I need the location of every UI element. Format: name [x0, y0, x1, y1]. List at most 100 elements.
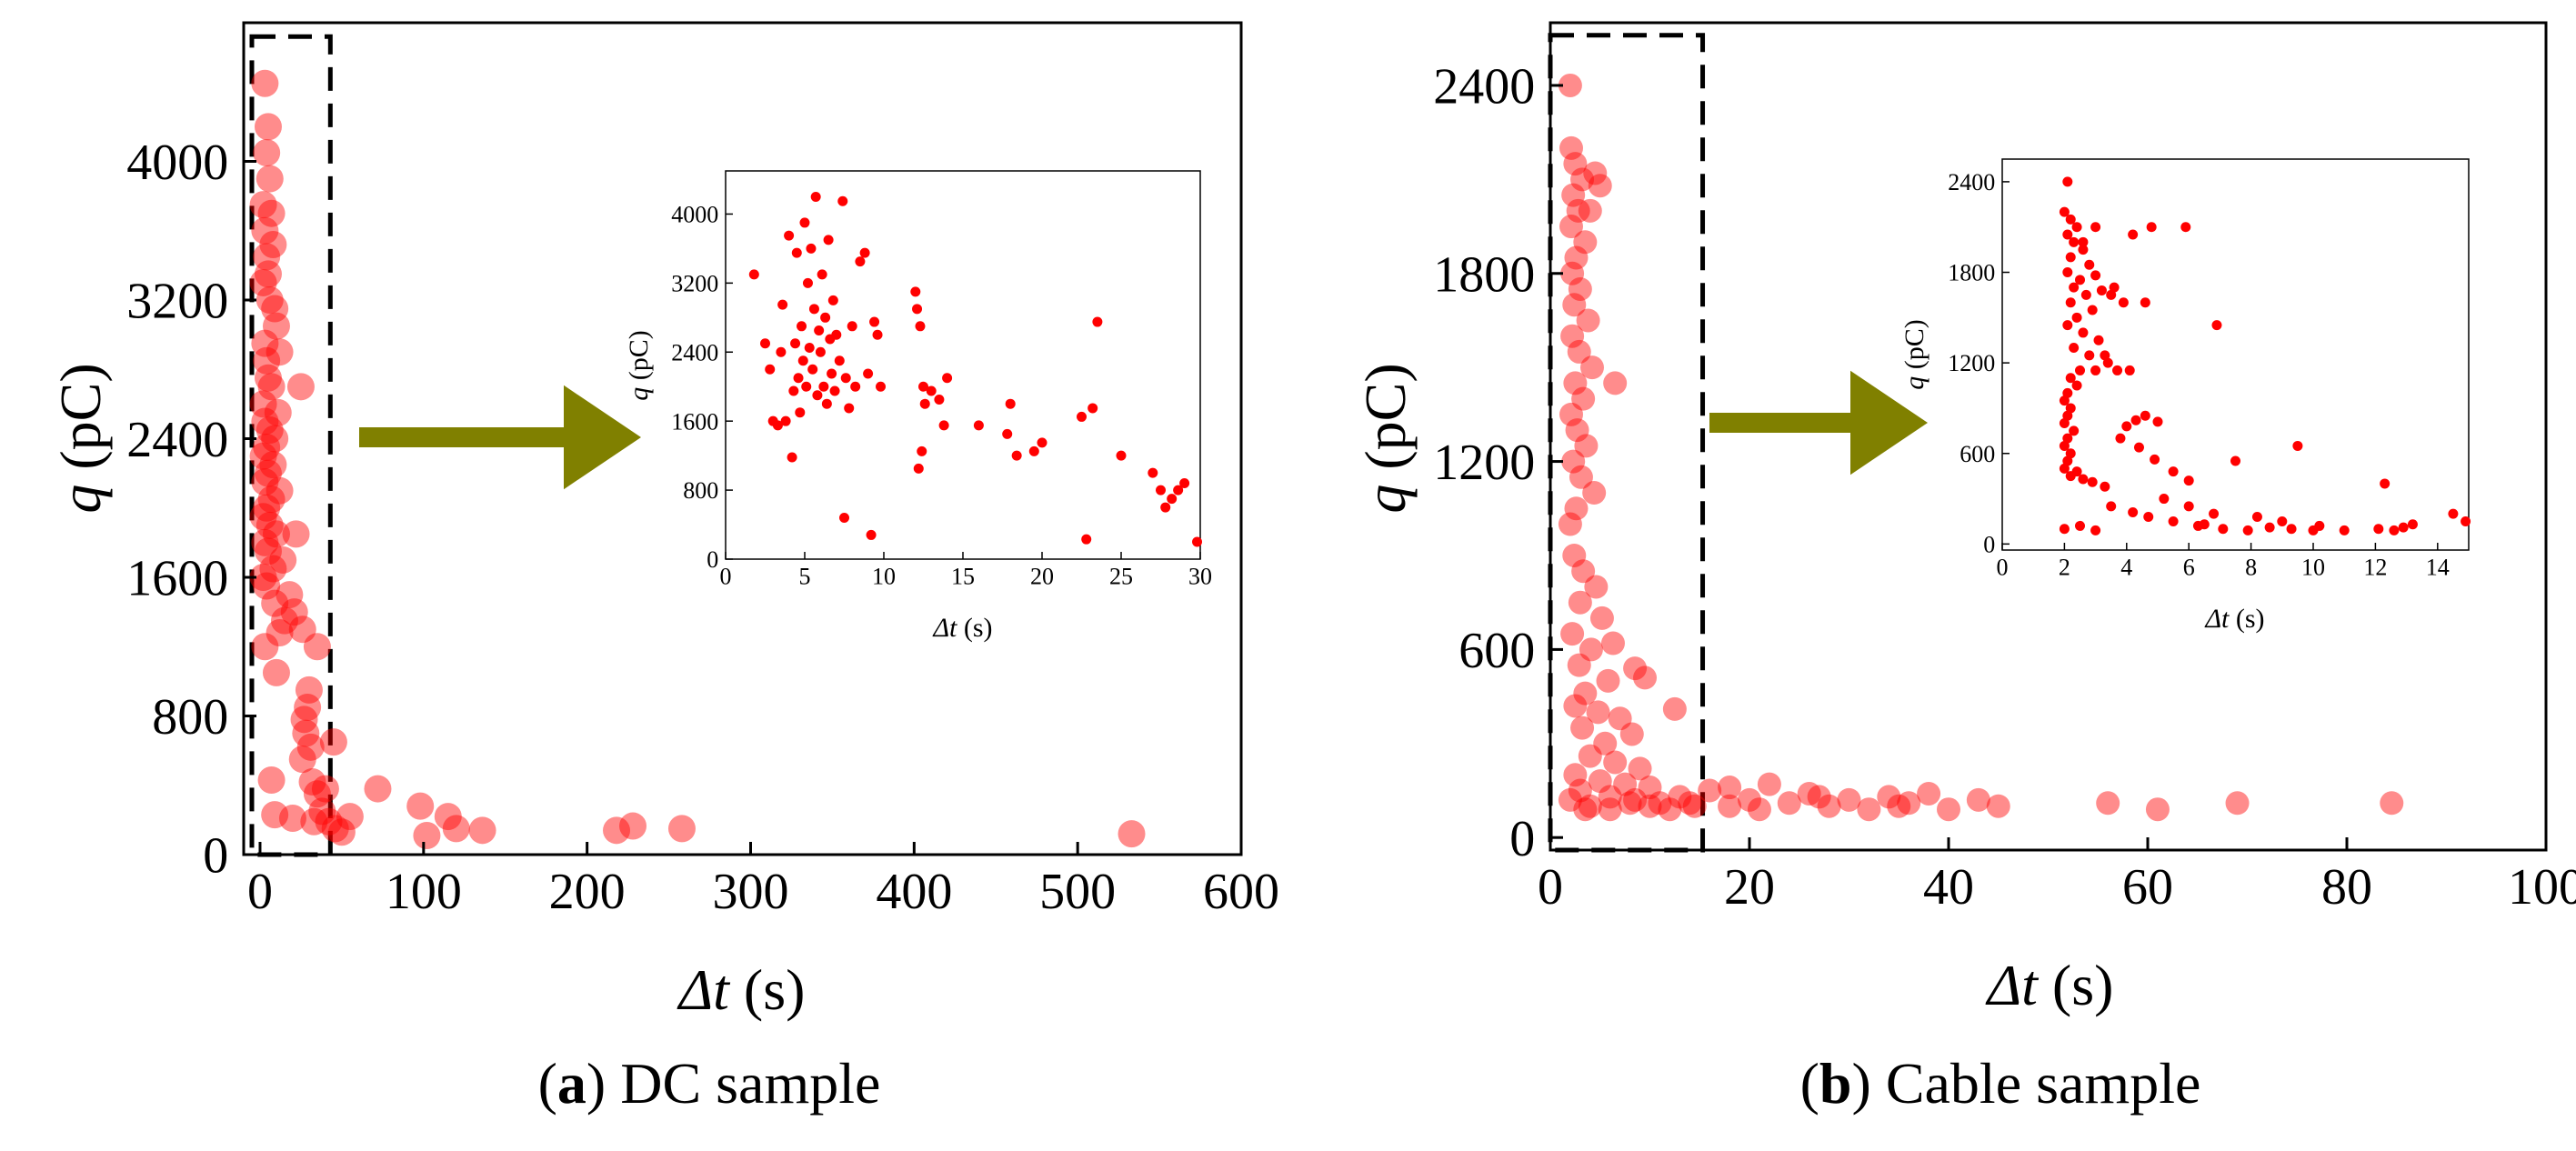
data-point	[2059, 524, 2070, 535]
data-point	[2124, 365, 2135, 375]
data-point	[1966, 787, 1990, 812]
data-point	[1573, 797, 1598, 822]
data-point	[254, 364, 282, 392]
data-point	[1569, 465, 1593, 489]
data-point	[827, 295, 838, 305]
data-point	[2398, 522, 2409, 533]
data-point	[2069, 343, 2080, 354]
data-point	[266, 619, 294, 646]
data-point	[468, 816, 496, 845]
data-point	[1596, 668, 1620, 693]
data-point	[1558, 787, 1582, 812]
y-tick-label: 1200	[1948, 350, 1995, 376]
zoom-arrow-b	[1709, 370, 1928, 475]
data-point	[2180, 222, 2191, 233]
data-point	[2146, 222, 2157, 233]
data-point	[1698, 778, 1722, 803]
data-point	[2065, 297, 2076, 308]
data-point	[2078, 245, 2089, 255]
data-point	[910, 286, 921, 297]
data-point	[2062, 320, 2073, 331]
data-point	[1573, 230, 1598, 255]
y-tick-label: 1800	[1433, 246, 1535, 303]
data-point	[259, 555, 287, 583]
data-point	[818, 381, 829, 392]
data-point	[290, 706, 318, 734]
caption-a-text: DC sample	[606, 1051, 881, 1116]
data-point	[619, 812, 647, 840]
data-point	[2065, 373, 2076, 384]
y-axis-ticks: 0 600 1200 1800 2400	[1433, 59, 1563, 867]
y-tick-label: 2400	[1433, 59, 1535, 115]
x-tick-label: 0	[1538, 859, 1563, 916]
data-point	[817, 269, 827, 280]
data-point	[2062, 267, 2073, 278]
data-point	[2062, 433, 2073, 444]
zoom-region-box	[1548, 33, 1706, 853]
data-point	[303, 780, 331, 808]
y-axis-label: q (pC)	[624, 330, 654, 401]
data-point	[1160, 502, 1171, 513]
data-point	[2242, 525, 2253, 535]
x-tick-label: 0	[247, 864, 273, 920]
data-point	[2183, 475, 2194, 486]
data-point	[748, 269, 759, 280]
data-point	[2075, 365, 2085, 375]
data-point	[1579, 355, 1604, 380]
y-tick-label: 2400	[1948, 169, 1995, 195]
data-point	[808, 304, 819, 315]
data-point	[912, 304, 923, 315]
y-tick-label: 0	[203, 828, 228, 885]
x-tick-label: 8	[2245, 554, 2257, 580]
data-point	[876, 381, 887, 392]
data-point	[2075, 275, 2085, 285]
data-point	[1564, 245, 1589, 270]
data-point	[1747, 797, 1771, 822]
data-point	[1897, 791, 1921, 816]
y-axis-label: q (pC)	[48, 363, 113, 513]
data-point	[1192, 536, 1203, 547]
x-tick-label: 6	[2183, 554, 2195, 580]
data-point	[806, 243, 817, 254]
data-point	[1797, 781, 1821, 806]
data-point	[1570, 716, 1595, 740]
data-point	[667, 815, 696, 843]
data-point	[2150, 454, 2160, 465]
data-point	[1638, 776, 1662, 800]
data-point	[406, 792, 435, 820]
y-tick-label: 1200	[1433, 435, 1535, 491]
data-point	[2059, 206, 2070, 217]
data-point	[261, 589, 289, 617]
data-point	[251, 633, 279, 661]
x-tick-label: 30	[1188, 563, 1212, 589]
data-point	[831, 329, 842, 340]
x-tick-label: 60	[2122, 859, 2173, 916]
data-point	[2071, 222, 2082, 233]
data-point	[840, 373, 851, 384]
data-point	[259, 231, 287, 258]
data-point	[253, 434, 281, 462]
data-point	[780, 415, 791, 426]
caption-b-text: Cable sample	[1870, 1051, 2201, 1116]
data-point	[2389, 525, 2400, 535]
data-point	[1986, 794, 2010, 818]
data-point	[249, 191, 277, 219]
data-point	[776, 346, 787, 357]
data-point	[261, 801, 289, 829]
data-point	[2286, 524, 2297, 535]
x-axis-label: Δt (s)	[2204, 604, 2264, 634]
data-point	[1598, 797, 1622, 822]
data-point	[2062, 229, 2073, 240]
data-point	[257, 485, 286, 514]
data-point	[2106, 289, 2117, 300]
data-point	[1561, 183, 1586, 207]
data-point	[2071, 312, 2082, 323]
data-point	[1623, 787, 1648, 812]
data-point	[1567, 339, 1591, 364]
data-point	[1558, 512, 1582, 536]
data-point	[1560, 324, 1585, 348]
data-point	[863, 368, 874, 379]
data-point	[2112, 365, 2123, 375]
x-tick-label: 5	[799, 563, 811, 589]
